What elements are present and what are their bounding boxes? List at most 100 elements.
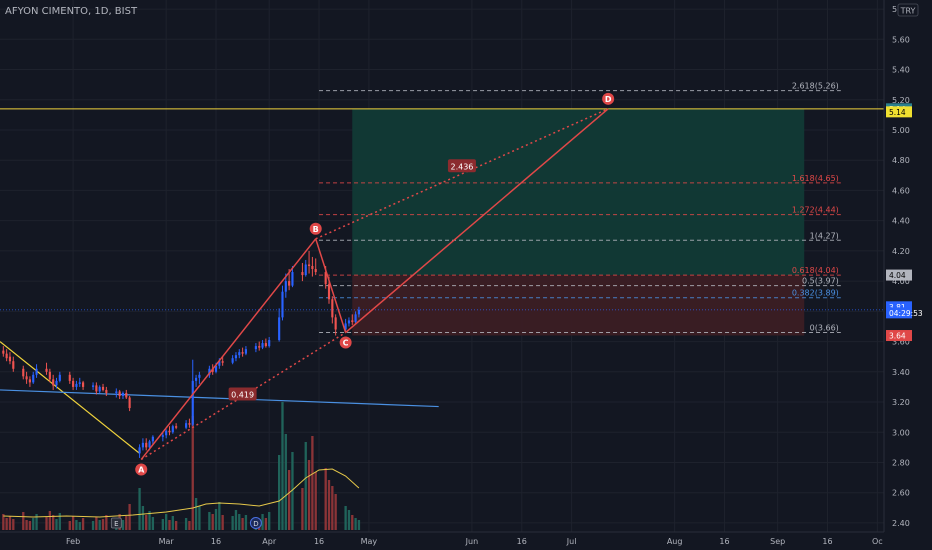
candle-body: [231, 358, 234, 363]
candle-body: [55, 380, 58, 386]
candle-body: [161, 435, 164, 437]
fib-level-label: 0.618(4.04): [792, 266, 839, 275]
pattern-point-a[interactable]: [135, 463, 148, 476]
earnings-marker[interactable]: [110, 517, 122, 529]
candle-body: [191, 380, 194, 425]
volume-bar: [145, 515, 148, 530]
candle-body: [121, 392, 125, 396]
dividend-marker[interactable]: [249, 517, 262, 529]
time-axis[interactable]: Feb Mar 16 Apr 16 May Jun 16 Jul Aug 16 Sep 16 Oc: [66, 537, 883, 546]
price-tick-label: 4.60: [892, 186, 910, 195]
volume-bar: [121, 520, 125, 530]
time-tick-label: Aug: [667, 537, 683, 546]
candle-body: [244, 349, 248, 354]
volume-bar: [5, 518, 8, 530]
candle-body: [307, 264, 311, 266]
fib-extension[interactable]: 2.618(5.26) 1.618(4.65) 1.272(4.44) 1(4.27)…: [319, 82, 841, 333]
candle-body: [2, 350, 5, 354]
volume-bar: [281, 402, 284, 530]
candle-body: [261, 343, 264, 348]
volume-bar: [191, 416, 194, 530]
pattern-ratio-label: 2.436: [450, 162, 473, 171]
volume-bar: [105, 515, 108, 530]
time-tick-label: 16: [822, 537, 832, 546]
profit-zone: [352, 108, 805, 276]
volume-bar: [58, 513, 61, 530]
trendline-blue[interactable]: [0, 389, 439, 408]
currency-badge[interactable]: [897, 3, 919, 17]
candle-body: [141, 442, 144, 448]
candle-body: [188, 423, 191, 425]
candle-body: [138, 447, 141, 454]
candle-body: [25, 376, 28, 380]
pattern-leg-cd[interactable]: [345, 108, 609, 334]
candle-body: [354, 314, 357, 322]
pattern-ratio-box: [228, 387, 257, 401]
pattern-leg-bc[interactable]: [314, 238, 347, 333]
candle-body: [35, 368, 38, 375]
candle-body: [311, 266, 314, 270]
volume-bar: [45, 517, 48, 530]
candle-body: [32, 374, 35, 383]
volume-bar: [208, 512, 211, 530]
volume-bar: [95, 517, 98, 530]
price-badge-label: 3.81: [889, 303, 906, 312]
time-tick-label: 16: [517, 537, 527, 546]
position-zones: [352, 108, 805, 336]
candle-body: [175, 426, 178, 428]
volume-bar: [194, 498, 198, 530]
candle-body: [198, 374, 201, 378]
candle-body: [278, 317, 281, 341]
volume-bar: [71, 516, 75, 530]
candle-body: [344, 323, 347, 330]
fib-level-label: 0.382(3.89): [792, 289, 839, 298]
trendlines[interactable]: [0, 108, 884, 454]
pattern-point-b[interactable]: [309, 222, 322, 235]
candle-body: [185, 423, 188, 428]
volume-bar: [138, 488, 141, 530]
volume-bar: [221, 515, 224, 530]
candle-body: [98, 386, 101, 392]
volume-bar: [244, 515, 248, 530]
time-tick-label: Jun: [465, 537, 479, 546]
volume-bar: [184, 518, 188, 530]
pattern-point-d[interactable]: [602, 92, 615, 105]
trendline-yellow[interactable]: [0, 341, 140, 454]
volume-bar: [68, 521, 71, 530]
candle-body: [68, 374, 71, 381]
pattern-point-c[interactable]: [339, 336, 352, 349]
volume-bar: [307, 460, 311, 530]
volume-bar: [284, 434, 287, 530]
candle-body: [78, 382, 81, 384]
volume-bar: [52, 515, 55, 530]
pattern-leg-ab[interactable]: [140, 238, 317, 460]
price-badge: [886, 269, 912, 281]
volume-bar: [12, 519, 15, 530]
price-tick-label: 5.60: [892, 35, 910, 44]
candle-body: [327, 284, 331, 300]
price-tick-label: 4.40: [892, 217, 910, 226]
candle-body: [58, 374, 61, 381]
fib-level-label: 1(4.27): [810, 231, 839, 240]
candle-body: [268, 340, 271, 347]
candle-body: [291, 272, 294, 286]
price-tick-label: 3.00: [892, 428, 910, 437]
candle-body: [168, 430, 171, 433]
candle-body: [145, 442, 148, 448]
pattern-ratio-bd[interactable]: [315, 108, 609, 240]
price-badge-label: 04:29:53: [889, 309, 923, 318]
abcd-pattern[interactable]: A B C D 0.419 2.436: [135, 92, 615, 476]
volume-bar: [91, 521, 95, 530]
time-tick-label: Oc: [872, 537, 883, 546]
volume-bar: [291, 452, 294, 530]
fib-level-label: 0(3.66): [810, 324, 839, 333]
candle-body: [101, 386, 105, 390]
candle-body: [115, 391, 118, 393]
candle-body: [151, 436, 154, 442]
volume-bar: [214, 509, 218, 530]
volume-bar: [311, 436, 314, 530]
candle-body: [221, 361, 224, 363]
candle-body: [12, 361, 15, 369]
